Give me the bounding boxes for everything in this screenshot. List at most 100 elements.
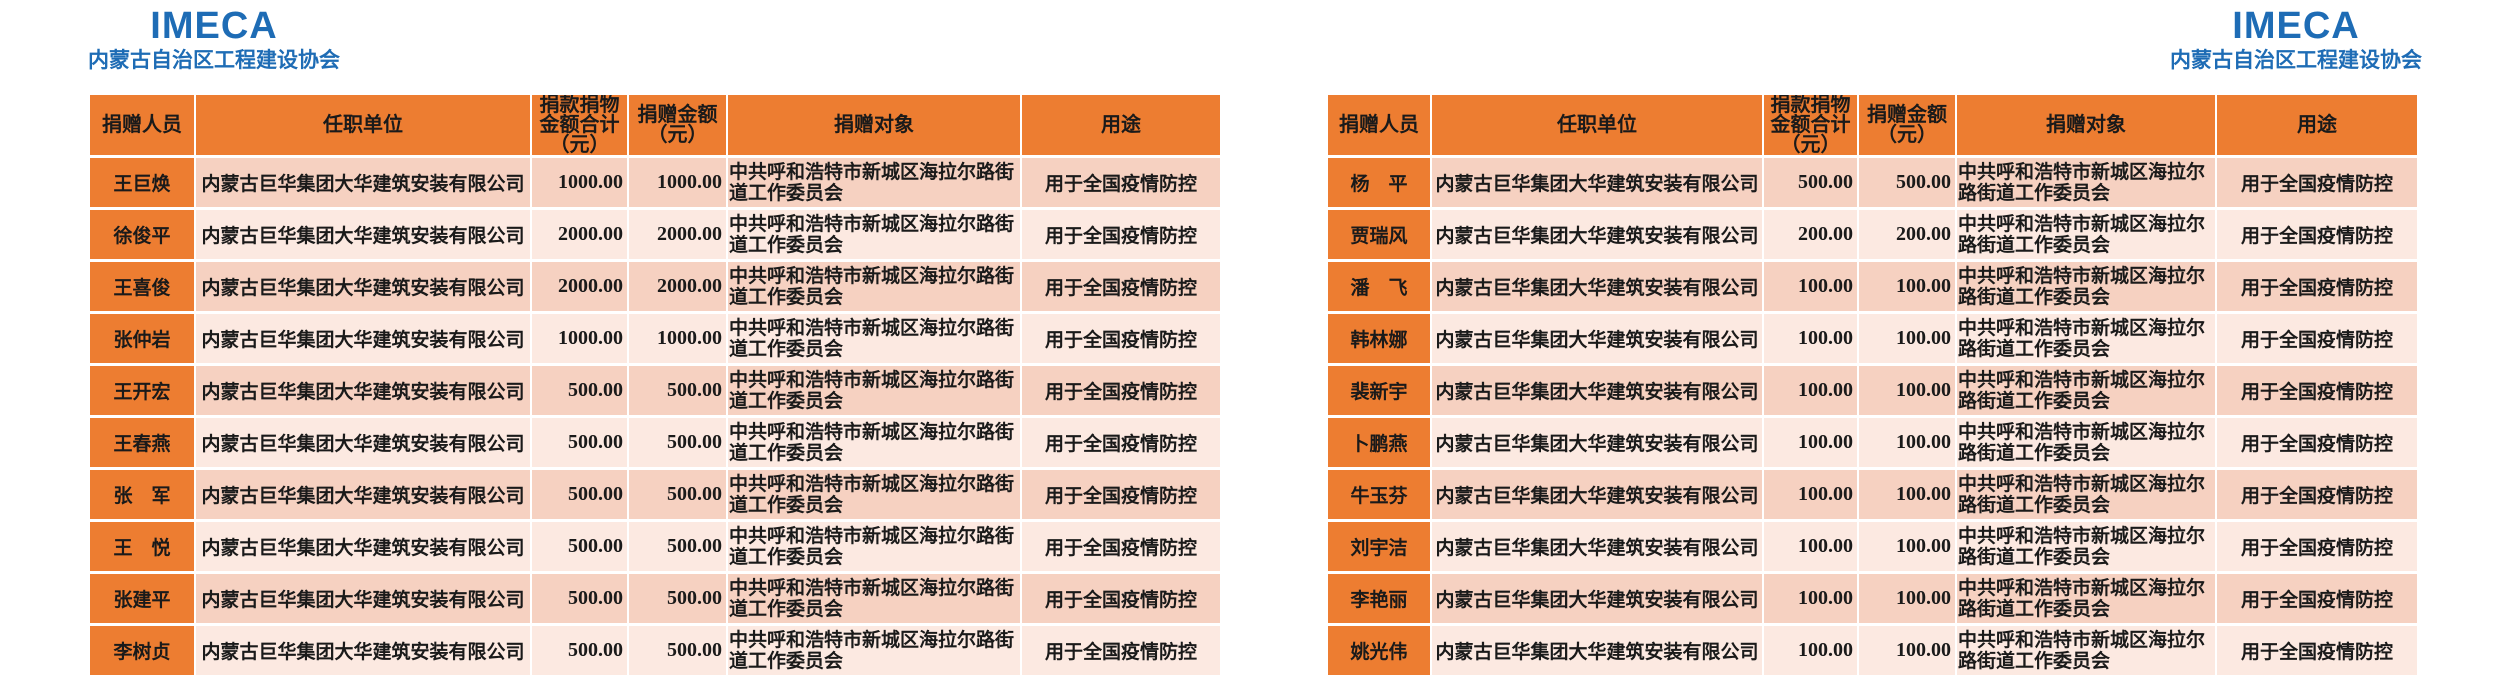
column-header: 用途	[1022, 95, 1220, 155]
cell-total: 100.00	[1764, 366, 1857, 415]
cell-unit: 内蒙古巨华集团大华建筑安装有限公司	[1432, 574, 1762, 623]
cell-purpose: 用于全国疫情防控	[2217, 366, 2417, 415]
cell-recipient: 中共呼和浩特市新城区海拉尔路街道工作委员会	[728, 210, 1020, 259]
donation-table-right: 捐赠人员 任职单位 捐款捐物金额合计（元） 捐赠金额（元） 捐赠对象 用途 杨 平内蒙古巨…	[1326, 92, 2419, 678]
cell-purpose: 用于全国疫情防控	[1022, 574, 1220, 623]
cell-total: 1000.00	[532, 314, 627, 363]
cell-total: 2000.00	[532, 262, 627, 311]
cell-amount: 100.00	[1859, 626, 1955, 675]
cell-name: 韩林娜	[1328, 314, 1430, 363]
cell-amount: 1000.00	[629, 158, 726, 207]
cell-name: 王巨焕	[90, 158, 194, 207]
cell-purpose: 用于全国疫情防控	[1022, 522, 1220, 571]
cell-recipient: 中共呼和浩特市新城区海拉尔路街道工作委员会	[728, 522, 1020, 571]
cell-name: 潘 飞	[1328, 262, 1430, 311]
table-row: 王开宏 内蒙古巨华集团大华建筑安装有限公司 500.00 500.00 中共呼和浩特市新…	[90, 366, 1220, 415]
cell-purpose: 用于全国疫情防控	[1022, 418, 1220, 467]
table-header: 捐赠人员 任职单位 捐款捐物金额合计（元） 捐赠金额（元） 捐赠对象 用途	[1328, 95, 2417, 155]
column-header: 捐款捐物金额合计（元）	[532, 95, 627, 155]
table-row: 贾瑞风 内蒙古巨华集团大华建筑安装有限公司 200.00 200.00 中共呼和浩特市新…	[1328, 210, 2417, 259]
cell-name: 李艳丽	[1328, 574, 1430, 623]
column-header: 捐赠金额（元）	[1859, 95, 1955, 155]
cell-amount: 500.00	[1859, 158, 1955, 207]
cell-amount: 500.00	[629, 522, 726, 571]
table-row: 王春燕 内蒙古巨华集团大华建筑安装有限公司 500.00 500.00 中共呼和浩特市新…	[90, 418, 1220, 467]
cell-unit: 内蒙古巨华集团大华建筑安装有限公司	[196, 522, 530, 571]
cell-unit: 内蒙古巨华集团大华建筑安装有限公司	[196, 366, 530, 415]
cell-purpose: 用于全国疫情防控	[1022, 262, 1220, 311]
cell-name: 张建平	[90, 574, 194, 623]
table-row: 刘宇洁 内蒙古巨华集团大华建筑安装有限公司 100.00 100.00 中共呼和浩特市新…	[1328, 522, 2417, 571]
table-row: 王巨焕 内蒙古巨华集团大华建筑安装有限公司 1000.00 1000.00 中共呼和浩特…	[90, 158, 1220, 207]
org-name: 内蒙古自治区工程建设协会	[88, 49, 340, 72]
column-header: 捐赠人员	[90, 95, 194, 155]
cell-amount: 500.00	[629, 366, 726, 415]
cell-total: 500.00	[532, 470, 627, 519]
table-row: 张仲岩 内蒙古巨华集团大华建筑安装有限公司 1000.00 1000.00 中共呼和浩特…	[90, 314, 1220, 363]
cell-unit: 内蒙古巨华集团大华建筑安装有限公司	[196, 262, 530, 311]
cell-total: 1000.00	[532, 158, 627, 207]
cell-purpose: 用于全国疫情防控	[2217, 626, 2417, 675]
cell-amount: 500.00	[629, 470, 726, 519]
cell-unit: 内蒙古巨华集团大华建筑安装有限公司	[1432, 626, 1762, 675]
cell-purpose: 用于全国疫情防控	[2217, 470, 2417, 519]
cell-amount: 100.00	[1859, 522, 1955, 571]
cell-total: 2000.00	[532, 210, 627, 259]
cell-name: 王 悦	[90, 522, 194, 571]
cell-name: 牛玉芬	[1328, 470, 1430, 519]
cell-recipient: 中共呼和浩特市新城区海拉尔路街道工作委员会	[728, 262, 1020, 311]
cell-recipient: 中共呼和浩特市新城区海拉尔路街道工作委员会	[1957, 574, 2215, 623]
cell-recipient: 中共呼和浩特市新城区海拉尔路街道工作委员会	[728, 574, 1020, 623]
cell-unit: 内蒙古巨华集团大华建筑安装有限公司	[1432, 262, 1762, 311]
cell-total: 100.00	[1764, 470, 1857, 519]
cell-recipient: 中共呼和浩特市新城区海拉尔路街道工作委员会	[1957, 262, 2215, 311]
cell-unit: 内蒙古巨华集团大华建筑安装有限公司	[1432, 470, 1762, 519]
cell-total: 100.00	[1764, 626, 1857, 675]
column-header: 用途	[2217, 95, 2417, 155]
column-header: 捐赠对象	[1957, 95, 2215, 155]
cell-recipient: 中共呼和浩特市新城区海拉尔路街道工作委员会	[1957, 626, 2215, 675]
table-row: 裴新宇 内蒙古巨华集团大华建筑安装有限公司 100.00 100.00 中共呼和浩特市新…	[1328, 366, 2417, 415]
cell-name: 王喜俊	[90, 262, 194, 311]
cell-recipient: 中共呼和浩特市新城区海拉尔路街道工作委员会	[1957, 366, 2215, 415]
cell-amount: 1000.00	[629, 314, 726, 363]
donation-table-left: 捐赠人员 任职单位 捐款捐物金额合计（元） 捐赠金额（元） 捐赠对象 用途 王巨焕 内蒙古巨…	[88, 92, 1222, 678]
cell-unit: 内蒙古巨华集团大华建筑安装有限公司	[196, 314, 530, 363]
table-row: 张 军内蒙古巨华集团大华建筑安装有限公司 500.00 500.00 中共呼和浩特市新…	[90, 470, 1220, 519]
cell-amount: 100.00	[1859, 314, 1955, 363]
brand-block: IMECA 内蒙古自治区工程建设协会	[2170, 4, 2422, 74]
cell-recipient: 中共呼和浩特市新城区海拉尔路街道工作委员会	[1957, 158, 2215, 207]
cell-amount: 100.00	[1859, 262, 1955, 311]
cell-unit: 内蒙古巨华集团大华建筑安装有限公司	[1432, 158, 1762, 207]
cell-amount: 100.00	[1859, 418, 1955, 467]
cell-total: 100.00	[1764, 418, 1857, 467]
cell-recipient: 中共呼和浩特市新城区海拉尔路街道工作委员会	[1957, 314, 2215, 363]
cell-name: 杨 平	[1328, 158, 1430, 207]
brand-block: IMECA 内蒙古自治区工程建设协会	[88, 4, 340, 74]
cell-recipient: 中共呼和浩特市新城区海拉尔路街道工作委员会	[728, 366, 1020, 415]
cell-total: 500.00	[532, 366, 627, 415]
donation-panel-right: IMECA 内蒙古自治区工程建设协会 捐赠人员 任职单位 捐款捐物金额合计（元） 捐赠…	[1326, 4, 2422, 678]
cell-purpose: 用于全国疫情防控	[1022, 158, 1220, 207]
cell-unit: 内蒙古巨华集团大华建筑安装有限公司	[196, 418, 530, 467]
table-row: 牛玉芬 内蒙古巨华集团大华建筑安装有限公司 100.00 100.00 中共呼和浩特市新…	[1328, 470, 2417, 519]
cell-amount: 500.00	[629, 574, 726, 623]
cell-purpose: 用于全国疫情防控	[2217, 574, 2417, 623]
cell-purpose: 用于全国疫情防控	[1022, 366, 1220, 415]
cell-total: 100.00	[1764, 522, 1857, 571]
cell-name: 裴新宇	[1328, 366, 1430, 415]
cell-name: 姚光伟	[1328, 626, 1430, 675]
cell-total: 500.00	[532, 626, 627, 675]
cell-unit: 内蒙古巨华集团大华建筑安装有限公司	[1432, 418, 1762, 467]
column-header: 任职单位	[196, 95, 530, 155]
table-row: 卜鹏燕 内蒙古巨华集团大华建筑安装有限公司 100.00 100.00 中共呼和浩特市新…	[1328, 418, 2417, 467]
column-header: 捐赠金额（元）	[629, 95, 726, 155]
cell-total: 100.00	[1764, 574, 1857, 623]
cell-name: 卜鹏燕	[1328, 418, 1430, 467]
cell-purpose: 用于全国疫情防控	[2217, 262, 2417, 311]
column-header: 任职单位	[1432, 95, 1762, 155]
cell-purpose: 用于全国疫情防控	[2217, 418, 2417, 467]
cell-name: 王开宏	[90, 366, 194, 415]
table-row: 李艳丽 内蒙古巨华集团大华建筑安装有限公司 100.00 100.00 中共呼和浩特市新…	[1328, 574, 2417, 623]
cell-amount: 100.00	[1859, 470, 1955, 519]
